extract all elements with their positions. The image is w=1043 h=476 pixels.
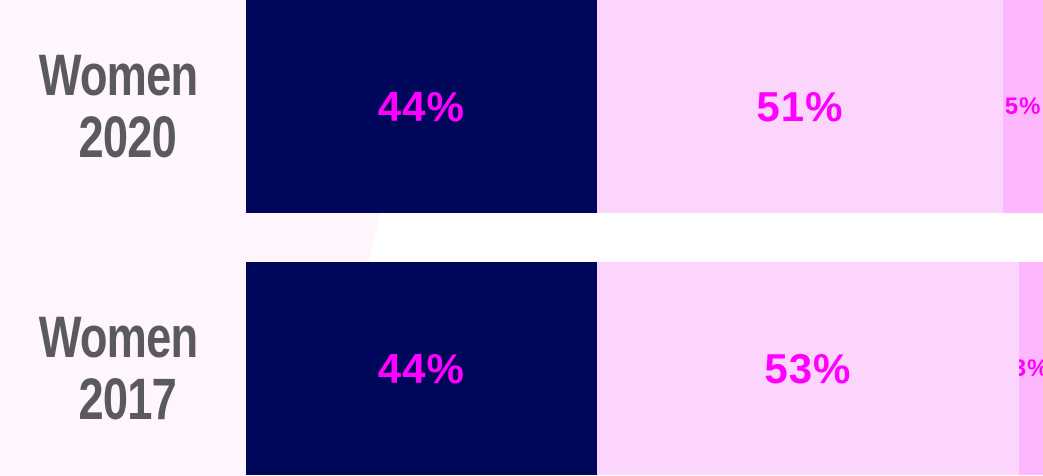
bar-segment: 51% — [596, 0, 1004, 213]
bar-segment: 44% — [246, 262, 597, 475]
category-label: Women 2020 — [38, 43, 198, 170]
value-label: 3% — [1019, 354, 1043, 382]
bar-segment: 5% — [1003, 0, 1043, 213]
value-label: 44% — [377, 344, 465, 392]
bar-segment: 44% — [246, 0, 597, 213]
bar-segment: 53% — [596, 262, 1020, 475]
value-label: 5% — [1004, 92, 1042, 120]
value-label: 53% — [764, 344, 852, 392]
value-label: 51% — [756, 82, 844, 130]
category-label: Women 2017 — [38, 305, 198, 432]
bar-segment: 3% — [1019, 262, 1043, 475]
value-label: 44% — [377, 82, 465, 130]
